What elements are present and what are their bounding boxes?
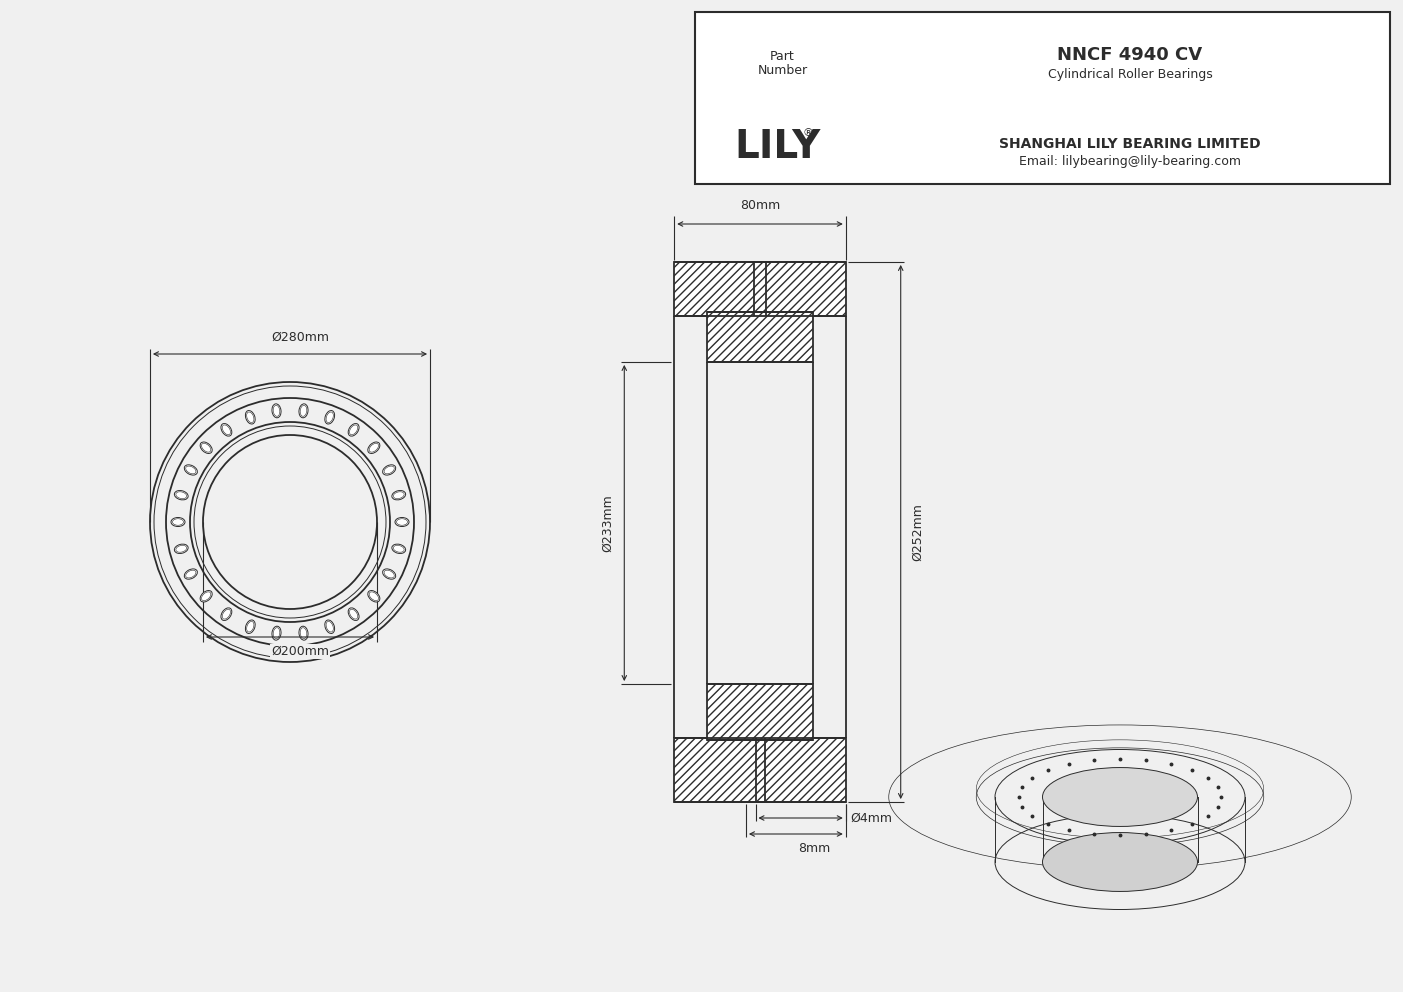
Bar — [694, 12, 1390, 184]
Text: 80mm: 80mm — [739, 199, 780, 212]
Text: Ø233mm: Ø233mm — [602, 494, 615, 552]
Text: 8mm: 8mm — [798, 842, 831, 855]
Ellipse shape — [299, 404, 309, 418]
Ellipse shape — [272, 626, 281, 640]
Bar — [675, 262, 846, 316]
Ellipse shape — [325, 411, 334, 424]
Ellipse shape — [246, 411, 255, 424]
Ellipse shape — [391, 490, 405, 500]
Ellipse shape — [368, 442, 380, 453]
Text: Ø4mm: Ø4mm — [850, 811, 892, 824]
Ellipse shape — [171, 518, 185, 527]
Text: Cylindrical Roller Bearings: Cylindrical Roller Bearings — [1048, 68, 1212, 81]
Text: ®: ® — [803, 129, 814, 139]
Text: Ø200mm: Ø200mm — [271, 645, 328, 658]
Ellipse shape — [325, 620, 334, 634]
Ellipse shape — [184, 568, 198, 579]
Ellipse shape — [220, 608, 231, 620]
Text: Ø280mm: Ø280mm — [271, 331, 328, 344]
Ellipse shape — [220, 424, 231, 436]
Ellipse shape — [272, 404, 281, 418]
Ellipse shape — [201, 590, 212, 602]
Bar — [707, 684, 814, 740]
Ellipse shape — [348, 424, 359, 436]
Text: Part
Number: Part Number — [758, 50, 808, 77]
Ellipse shape — [184, 465, 198, 475]
Text: Email: lilybearing@lily-bearing.com: Email: lilybearing@lily-bearing.com — [1019, 155, 1242, 168]
Ellipse shape — [201, 442, 212, 453]
Ellipse shape — [368, 590, 380, 602]
Ellipse shape — [174, 545, 188, 554]
Text: LILY: LILY — [734, 129, 821, 167]
Ellipse shape — [391, 545, 405, 554]
Ellipse shape — [383, 465, 396, 475]
Ellipse shape — [396, 518, 410, 527]
Ellipse shape — [299, 626, 309, 640]
Ellipse shape — [383, 568, 396, 579]
Bar — [675, 738, 846, 802]
Text: SHANGHAI LILY BEARING LIMITED: SHANGHAI LILY BEARING LIMITED — [999, 138, 1261, 152]
Text: Ø252mm: Ø252mm — [911, 503, 923, 560]
Ellipse shape — [1042, 832, 1198, 892]
Ellipse shape — [1042, 768, 1198, 826]
Bar — [707, 312, 814, 362]
Text: NNCF 4940 CV: NNCF 4940 CV — [1058, 46, 1202, 63]
Ellipse shape — [246, 620, 255, 634]
Ellipse shape — [174, 490, 188, 500]
Ellipse shape — [348, 608, 359, 620]
